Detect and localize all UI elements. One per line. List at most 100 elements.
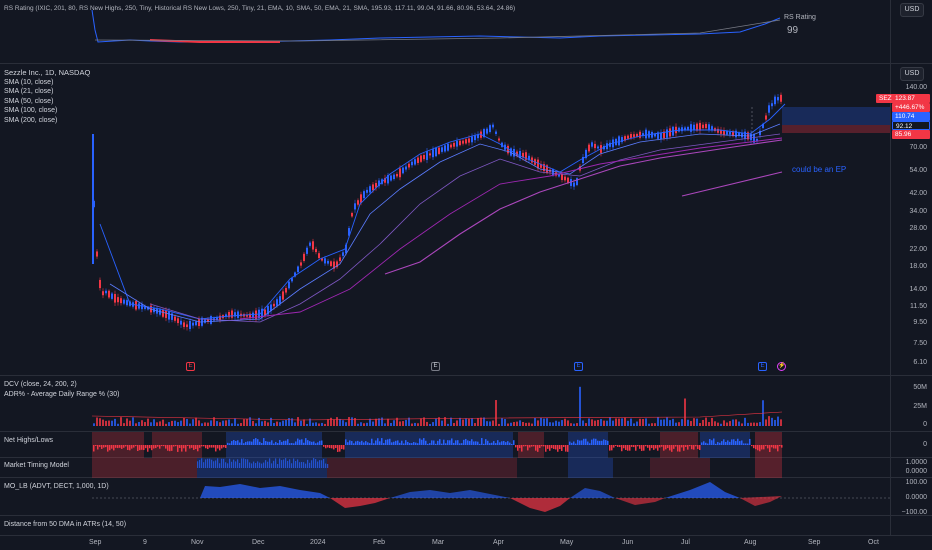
- nhl-bar: [469, 441, 471, 445]
- candle-body: [639, 131, 641, 138]
- earnings-marker[interactable]: E: [758, 362, 767, 371]
- earnings-marker[interactable]: E: [574, 362, 583, 371]
- nhl-bar: [543, 445, 545, 447]
- nhl-bar: [591, 439, 593, 445]
- nhl-bar: [411, 443, 413, 445]
- volume-bar: [303, 419, 305, 426]
- nhl-bar: [545, 445, 547, 452]
- mtm-label[interactable]: Market Timing Model: [4, 462, 69, 469]
- dcv-scale[interactable]: 50M 25M 0: [890, 376, 932, 431]
- split-icon[interactable]: ⚡: [777, 362, 786, 371]
- nhl-bar: [489, 443, 491, 445]
- nhl-bar: [459, 443, 461, 445]
- rs-currency-button[interactable]: USD: [900, 3, 924, 17]
- mo-label[interactable]: MO_LB (ADVT, DECT, 1,000, 1D): [4, 483, 109, 490]
- volume-bar: [393, 420, 395, 426]
- rs-rating-plot[interactable]: [0, 0, 890, 63]
- time-axis[interactable]: Sep 9 Nov Dec 2024 Feb Mar Apr May Jun J…: [0, 536, 932, 550]
- volume-bar: [318, 423, 320, 426]
- adr-label[interactable]: ADR% - Average Daily Range % (30): [4, 390, 120, 398]
- distance-pane[interactable]: Distance from 50 DMA in ATRs (14, 50): [0, 516, 932, 536]
- nhl-bar: [275, 441, 277, 445]
- time-label: Aug: [744, 539, 757, 546]
- volume-bar: [678, 422, 680, 426]
- candle-body: [333, 261, 335, 269]
- nhl-bar: [727, 440, 729, 445]
- candle-body: [423, 154, 425, 160]
- nhl-bar: [531, 445, 533, 447]
- earnings-marker[interactable]: E: [431, 362, 440, 371]
- mo-plot[interactable]: [0, 478, 890, 515]
- rs-price-scale[interactable]: USD: [890, 0, 932, 63]
- nhl-bar: [337, 445, 339, 452]
- mo-scale[interactable]: 100.00 0.0000 −100.00: [890, 478, 932, 516]
- nhl-bar: [425, 440, 427, 445]
- candle-body: [594, 143, 596, 149]
- nhl-bar: [247, 441, 249, 445]
- nhl-plot[interactable]: [0, 432, 890, 458]
- market-timing-pane[interactable]: Market Timing Model 1.0000 0.0000: [0, 458, 932, 478]
- nhl-bar: [529, 445, 531, 448]
- volume-bar: [171, 420, 173, 426]
- volume-bar: [132, 417, 134, 426]
- nhl-bar: [375, 440, 377, 445]
- sma-100-label[interactable]: SMA (100, close): [4, 107, 58, 114]
- nhl-bar: [721, 441, 723, 445]
- mtm-scale[interactable]: 1.0000 0.0000: [890, 458, 932, 477]
- volume-bar: [126, 418, 128, 426]
- nhl-bar: [141, 445, 143, 450]
- dcv-plot[interactable]: [0, 376, 890, 431]
- candle-body: [144, 306, 146, 309]
- nhl-bar: [313, 441, 315, 445]
- price-plot[interactable]: could be an EP E E E E ⚡: [0, 64, 890, 375]
- volume-bar: [312, 422, 314, 426]
- dcv-pane[interactable]: DCV (close, 24, 200, 2) ADR% - Average D…: [0, 376, 932, 432]
- nhl-bar: [657, 445, 659, 451]
- earnings-marker[interactable]: E: [186, 362, 195, 371]
- dist-label[interactable]: Distance from 50 DMA in ATRs (14, 50): [4, 521, 127, 528]
- candle-body: [768, 105, 770, 113]
- nhl-bar: [585, 438, 587, 445]
- volume-bar: [666, 417, 668, 426]
- volume-bar: [213, 417, 215, 426]
- volume-bar: [96, 417, 98, 426]
- mtm-bar: [313, 458, 315, 468]
- nhl-bar: [665, 445, 667, 450]
- price-pane[interactable]: could be an EP E E E E ⚡ Sezzle Inc., 1D…: [0, 64, 932, 376]
- mo-lb-pane[interactable]: MO_LB (ADVT, DECT, 1,000, 1D) 100.00 0.0…: [0, 478, 932, 516]
- candle-body: [345, 244, 347, 254]
- volume-bar: [378, 418, 380, 426]
- price-scale[interactable]: USD 140.00 70.00 54.00 42.00 34.00 28.00…: [890, 64, 932, 375]
- volume-bar: [276, 421, 278, 426]
- mtm-plot[interactable]: [0, 458, 890, 478]
- price-currency-button[interactable]: USD: [900, 67, 924, 81]
- rs-legend: RS Rating (IXIC, 201, 80, RS New Highs, …: [4, 4, 515, 14]
- nhl-bar: [219, 445, 221, 451]
- volume-bar: [747, 422, 749, 426]
- nhl-scale[interactable]: 0: [890, 432, 932, 457]
- mtm-bar: [239, 463, 241, 468]
- time-label: Jul: [681, 539, 690, 546]
- dcv-label[interactable]: DCV (close, 24, 200, 2): [4, 381, 77, 388]
- mtm-bar: [299, 462, 301, 468]
- nhl-bar: [123, 445, 125, 448]
- nhl-bar: [645, 445, 647, 447]
- sma-10-label[interactable]: SMA (10, close): [4, 78, 54, 86]
- nhl-bar: [389, 438, 391, 445]
- nhl-bar: [751, 445, 753, 447]
- nhl-bar: [609, 445, 611, 451]
- nhl-bar: [471, 439, 473, 445]
- dist-scale[interactable]: [890, 516, 932, 535]
- candle-body: [666, 129, 668, 138]
- symbol-title[interactable]: Sezzle Inc., 1D, NASDAQ: [4, 68, 91, 77]
- volume-bar: [600, 419, 602, 426]
- nhl-bar: [551, 445, 553, 449]
- sma-200-label[interactable]: SMA (200, close): [4, 116, 58, 124]
- net-highs-lows-pane[interactable]: Net Highs/Lows 0: [0, 432, 932, 458]
- rs-rating-pane[interactable]: RS Rating (IXIC, 201, 80, RS New Highs, …: [0, 0, 932, 64]
- nhl-bar: [451, 438, 453, 445]
- sma-21-label[interactable]: SMA (21, close): [4, 88, 54, 95]
- nhl-label[interactable]: Net Highs/Lows: [4, 437, 54, 444]
- sma-50-label[interactable]: SMA (50, close): [4, 97, 54, 105]
- nhl-bar: [309, 441, 311, 445]
